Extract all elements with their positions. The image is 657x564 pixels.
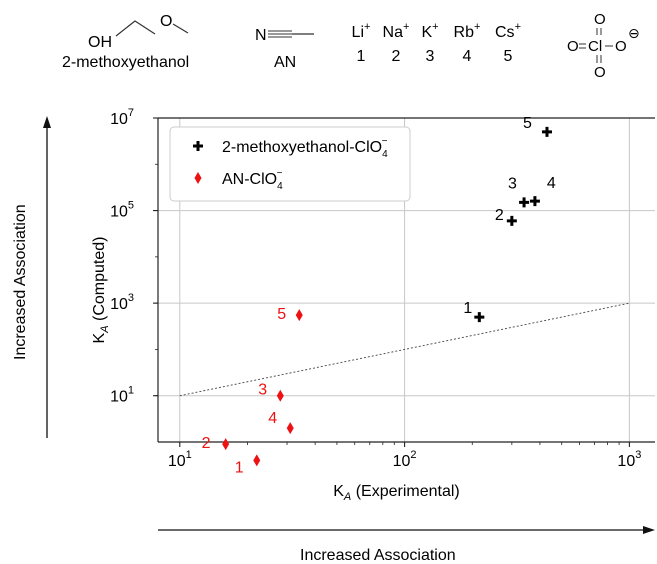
data-point-methoxyethanol [541,126,552,137]
y-tick-label: 103 [110,292,134,313]
data-point-methoxyethanol [529,196,540,207]
vertical-arrow-head [43,116,51,128]
cation-li: Li+ [352,21,371,41]
cation-index-4: 4 [463,48,472,65]
point-label: 2 [495,207,504,224]
point-label: 3 [508,175,517,192]
bottom-arrow-label: Increased Association [300,547,456,564]
point-label: 5 [523,115,532,132]
x-tick-label: 101 [168,449,192,470]
legend-marker-diamond [194,172,202,184]
data-point-methoxyethanol [519,197,530,208]
cation-index-3: 3 [426,48,435,65]
point-label: 1 [463,300,472,317]
perchlorate-o-top: O [594,11,606,28]
methoxyethanol-name: 2-methoxyethanol [62,54,189,71]
y-axis-label: KA (Computed) [91,237,111,344]
cation-na: Na+ [383,21,410,41]
cation-index-1: 1 [357,48,366,65]
data-point-an [295,309,303,322]
y-tick-label: 105 [110,200,134,221]
legend-marker-plus [193,141,203,151]
cation-charge: + [515,21,521,33]
ether-oxygen-label: O [160,13,172,30]
legend-box [169,126,411,202]
data-point-an [286,422,294,435]
cation-charge: + [403,21,409,33]
methoxyethanol-bond-2 [172,23,189,34]
acetonitrile-structure: N AN [255,27,314,71]
data-point-an [276,389,284,402]
cation-index-2: 2 [392,48,401,65]
point-label: 2 [202,435,211,452]
methoxyethanol-structure: OH O 2-methoxyethanol [62,13,189,71]
cation-charge: + [364,21,370,33]
cation-index-5: 5 [504,48,513,65]
perchlorate-cl: Cl [588,38,602,55]
point-label: 4 [268,410,277,427]
horizontal-arrow-head [643,526,655,534]
point-label: 3 [258,382,267,399]
cation-k: K+ [421,21,438,41]
association-arrows: Increased Association Increased Associat… [12,116,655,564]
y-tick-label: 107 [110,107,134,128]
hydroxyl-label: OH [88,34,112,51]
nitrile-n-label: N [255,27,267,44]
acetonitrile-name: AN [274,54,296,71]
perchlorate-structure: O O Cl O ⊖ O [567,11,640,81]
legend: 2-methoxyethanol-ClO4−AN-ClO4− [169,126,411,202]
point-label: 5 [277,306,286,323]
cation-cs: Cs+ [495,21,521,41]
parity-reference-line [179,302,630,397]
cation-charge: + [432,21,438,33]
x-axis-label: KA (Experimental) [333,483,460,503]
cation-list: Li+ 1 Na+ 2 K+ 3 Rb+ 4 Cs+ 5 [352,21,521,65]
data-point-methoxyethanol [506,215,517,226]
y-tick-label: 101 [110,385,134,406]
cation-charge: + [474,21,480,33]
x-tick-label: 103 [617,449,641,470]
point-label: 4 [547,175,556,192]
methoxyethanol-bond-1 [115,20,156,37]
data-point-an [253,454,261,467]
perchlorate-o-bottom: O [594,64,606,81]
perchlorate-charge: ⊖ [628,25,640,41]
data-point-an [222,438,230,451]
perchlorate-o-right: O [615,38,627,55]
point-label: 1 [235,459,244,476]
header-molecules: OH O 2-methoxyethanol N AN Li+ 1 Na+ 2 K+ 3 Rb… [62,11,640,81]
left-arrow-label: Increased Association [12,204,29,360]
cation-rb: Rb+ [454,21,481,41]
data-point-methoxyethanol [474,312,485,323]
x-tick-label: 102 [393,449,417,470]
perchlorate-o-left: O [567,38,579,55]
scatter-plot: 101 102 103 101 103 105 107 KA (Experimental) KA… [91,107,655,503]
